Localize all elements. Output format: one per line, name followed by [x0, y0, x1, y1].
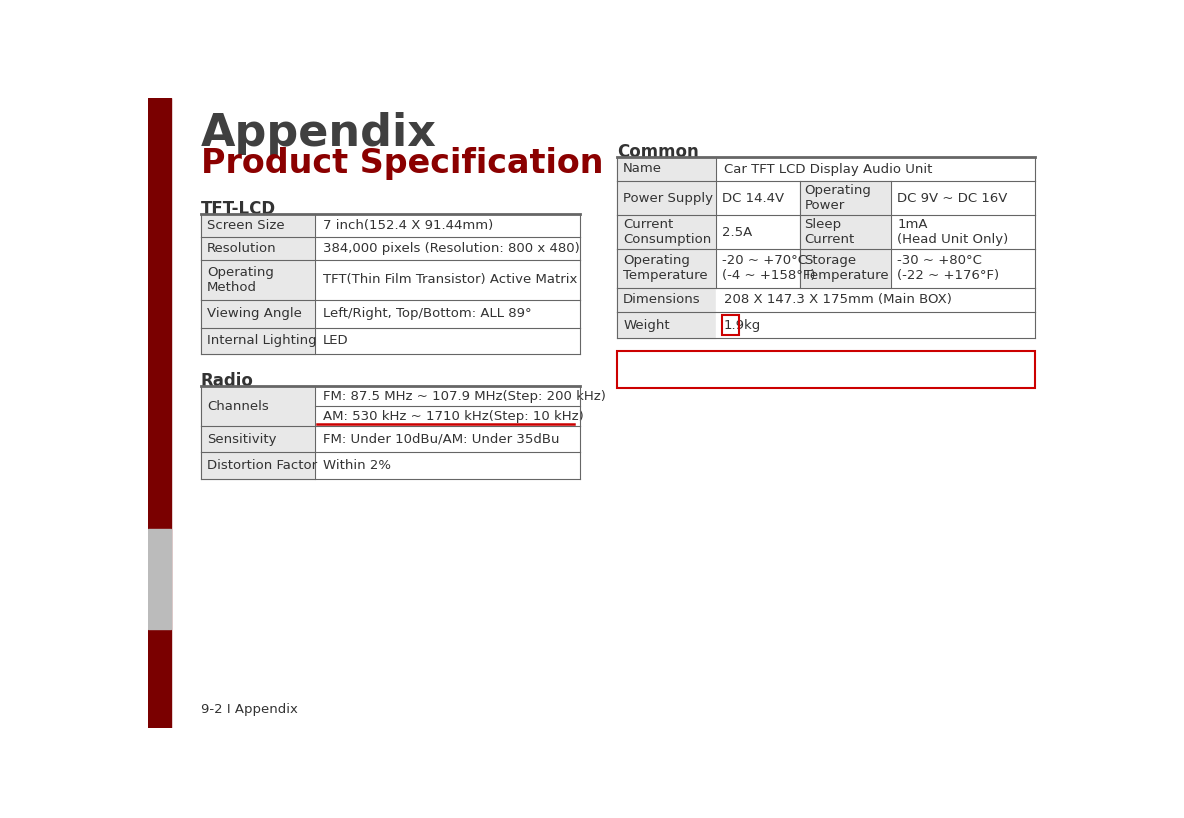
Text: 1mA
(Head Unit Only): 1mA (Head Unit Only): [897, 218, 1009, 246]
Text: Sensitivity: Sensitivity: [207, 433, 276, 446]
Bar: [716, 182, 799, 215]
Text: Within 2%: Within 2%: [323, 459, 391, 472]
Bar: [799, 249, 892, 288]
Bar: [716, 215, 799, 249]
Bar: [617, 351, 1035, 388]
Text: Appendix: Appendix: [201, 112, 437, 155]
Bar: [201, 452, 315, 479]
Text: 9-2 I Appendix: 9-2 I Appendix: [201, 703, 297, 716]
Text: Operating
Power: Operating Power: [804, 184, 871, 212]
Bar: [148, 529, 172, 630]
Text: TFT-LCD: TFT-LCD: [201, 200, 276, 218]
Bar: [617, 249, 716, 288]
Bar: [892, 182, 1035, 215]
Text: Weight: Weight: [623, 319, 670, 332]
Text: Distortion Factor: Distortion Factor: [207, 459, 317, 472]
Bar: [617, 157, 716, 182]
Text: Dimensions: Dimensions: [623, 294, 701, 307]
Text: Resolution: Resolution: [207, 242, 277, 255]
Bar: [315, 452, 580, 479]
Bar: [716, 249, 799, 288]
Text: Sleep
Current: Sleep Current: [804, 218, 855, 246]
Bar: [617, 312, 716, 339]
Bar: [201, 426, 315, 452]
Bar: [201, 300, 315, 328]
Text: Operating
Method: Operating Method: [207, 266, 274, 294]
Text: 7 inch(152.4 X 91.44mm): 7 inch(152.4 X 91.44mm): [323, 218, 494, 231]
Bar: [617, 215, 716, 249]
Text: Product Specification: Product Specification: [201, 146, 603, 180]
Text: DC 9V ~ DC 16V: DC 9V ~ DC 16V: [897, 191, 1008, 204]
Text: Storage
Temperature: Storage Temperature: [804, 254, 889, 282]
Text: 208 X 147.3 X 175mm (Main BOX): 208 X 147.3 X 175mm (Main BOX): [723, 294, 952, 307]
Text: Left/Right, Top/Bottom: ALL 89°: Left/Right, Top/Bottom: ALL 89°: [323, 308, 532, 321]
Text: Channels: Channels: [207, 400, 269, 412]
Bar: [315, 213, 580, 236]
Bar: [892, 249, 1035, 288]
Text: Viewing Angle: Viewing Angle: [207, 308, 302, 321]
Text: -30 ~ +80°C
(-22 ~ +176°F): -30 ~ +80°C (-22 ~ +176°F): [897, 254, 999, 282]
Text: Common: Common: [617, 143, 699, 161]
Text: DC 14.4V: DC 14.4V: [722, 191, 785, 204]
Text: Power Supply: Power Supply: [623, 191, 713, 204]
Text: FM: 87.5 MHz ~ 107.9 MHz(Step: 200 kHz): FM: 87.5 MHz ~ 107.9 MHz(Step: 200 kHz): [323, 389, 606, 402]
Text: LED: LED: [323, 335, 349, 347]
Text: 2.5A: 2.5A: [722, 226, 753, 239]
Bar: [315, 300, 580, 328]
Bar: [201, 328, 315, 354]
Bar: [315, 236, 580, 260]
Text: Internal Lighting: Internal Lighting: [207, 335, 316, 347]
Text: Screen Size: Screen Size: [207, 218, 284, 231]
Bar: [716, 157, 1035, 182]
Bar: [315, 260, 580, 300]
Bar: [315, 407, 580, 426]
Bar: [716, 288, 1035, 312]
Bar: [201, 260, 315, 300]
Bar: [148, 98, 172, 728]
Text: Operating
Temperature: Operating Temperature: [623, 254, 708, 282]
Bar: [617, 182, 716, 215]
Bar: [716, 312, 1035, 339]
Text: Radio: Radio: [201, 372, 253, 390]
Bar: [799, 182, 892, 215]
Text: 1.9kg: 1.9kg: [723, 319, 761, 332]
Text: TFT(Thin Film Transistor) Active Matrix: TFT(Thin Film Transistor) Active Matrix: [323, 273, 578, 286]
Text: -20 ~ +70°C
(-4 ~ +158°F): -20 ~ +70°C (-4 ~ +158°F): [722, 254, 816, 282]
Text: Current
Consumption: Current Consumption: [623, 218, 712, 246]
Text: AM: 530 kHz ~ 1710 kHz(Step: 10 kHz): AM: 530 kHz ~ 1710 kHz(Step: 10 kHz): [323, 410, 584, 423]
Bar: [315, 386, 580, 407]
Bar: [201, 386, 315, 426]
Bar: [892, 215, 1035, 249]
Bar: [201, 213, 315, 236]
Bar: [201, 236, 315, 260]
Bar: [315, 426, 580, 452]
Text: FM: Under 10dBu/AM: Under 35dBu: FM: Under 10dBu/AM: Under 35dBu: [323, 433, 560, 446]
Text: Name: Name: [623, 163, 662, 176]
Text: 384,000 pixels (Resolution: 800 x 480): 384,000 pixels (Resolution: 800 x 480): [323, 242, 580, 255]
Bar: [315, 328, 580, 354]
Bar: [799, 215, 892, 249]
Text: Car TFT LCD Display Audio Unit: Car TFT LCD Display Audio Unit: [723, 163, 932, 176]
Bar: [617, 288, 716, 312]
